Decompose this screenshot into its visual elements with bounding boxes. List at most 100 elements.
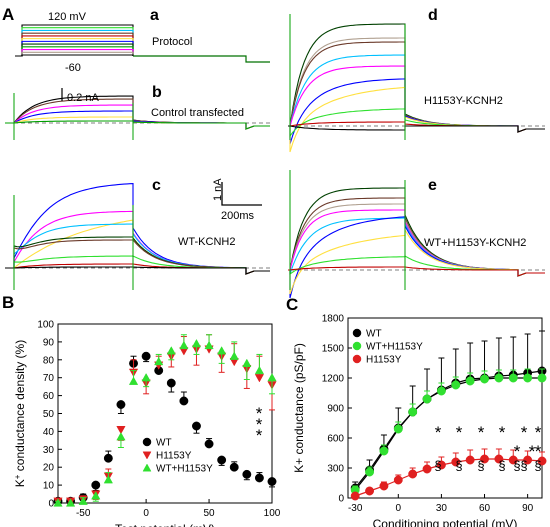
x-tick-label: 100 bbox=[264, 508, 281, 519]
annotation: * bbox=[514, 442, 521, 461]
data-point bbox=[365, 486, 375, 496]
protocol-bottom-label: -60 bbox=[65, 62, 81, 74]
annotation: * bbox=[256, 426, 263, 445]
y-tick-label: 900 bbox=[327, 404, 344, 415]
data-point bbox=[422, 464, 432, 474]
current-trace bbox=[288, 266, 545, 277]
panel-letter-b: b bbox=[152, 84, 162, 101]
current-trace bbox=[5, 263, 270, 275]
data-point bbox=[141, 351, 151, 361]
data-point bbox=[480, 454, 489, 464]
annotation: * bbox=[256, 415, 263, 434]
y-tick-label: 20 bbox=[43, 463, 55, 474]
data-point bbox=[494, 454, 504, 464]
current-trace bbox=[288, 228, 545, 295]
y-tick-label: 80 bbox=[43, 355, 55, 366]
data-point bbox=[393, 424, 403, 434]
data-point bbox=[494, 373, 504, 383]
x-tick-label: 50 bbox=[203, 508, 215, 519]
data-point bbox=[350, 491, 360, 501]
data-point bbox=[154, 356, 164, 366]
data-point bbox=[191, 338, 202, 348]
data-point bbox=[465, 455, 475, 465]
data-point bbox=[254, 473, 264, 483]
series-h1153y bbox=[350, 448, 547, 501]
y-tick-label: 100 bbox=[37, 320, 54, 331]
y-tick-label: 50 bbox=[43, 409, 55, 420]
x-tick-label: -30 bbox=[348, 503, 363, 514]
y-axis-label-part: conductance density (%) bbox=[13, 340, 27, 475]
data-point bbox=[365, 467, 375, 477]
protocol-step bbox=[15, 24, 134, 57]
protocol-top-label: 120 mV bbox=[48, 11, 87, 23]
control-scale-label: 0.2 nA bbox=[67, 92, 99, 104]
current-trace bbox=[288, 255, 545, 277]
data-point bbox=[480, 374, 489, 384]
fit-line bbox=[354, 377, 542, 491]
panel-letter-d: d bbox=[428, 7, 438, 24]
annotation: § bbox=[434, 458, 441, 473]
current-trace bbox=[288, 23, 545, 133]
legend-label: WT+H1153Y bbox=[366, 342, 423, 353]
data-point bbox=[254, 374, 265, 383]
data-point bbox=[523, 373, 533, 383]
protocol-step bbox=[15, 54, 134, 57]
current-trace bbox=[288, 37, 545, 133]
y-tick-label: 60 bbox=[43, 391, 55, 402]
series-wt-h1153y bbox=[350, 368, 547, 495]
x-tick-label: 0 bbox=[396, 503, 402, 514]
current-trace bbox=[288, 125, 545, 133]
series-h1153y bbox=[53, 334, 277, 506]
current-trace bbox=[5, 223, 270, 275]
data-point bbox=[179, 340, 189, 350]
panel-letter-A: A bbox=[2, 5, 14, 24]
data-point bbox=[267, 477, 277, 486]
data-point bbox=[408, 407, 418, 417]
annotation: * bbox=[529, 442, 536, 461]
y-tick-label: 0 bbox=[48, 499, 54, 510]
y-axis-label-part: K+ conductance (pS/pF) bbox=[292, 343, 306, 473]
data-point bbox=[229, 462, 239, 472]
protocol-traces bbox=[15, 24, 270, 63]
data-point bbox=[451, 457, 461, 467]
data-point bbox=[128, 376, 139, 385]
data-point bbox=[53, 498, 63, 507]
wt-title: WT-KCNH2 bbox=[178, 236, 235, 248]
protocol-tail bbox=[133, 55, 270, 63]
series-wt-h1153y bbox=[53, 334, 277, 507]
data-point bbox=[78, 496, 88, 505]
data-point bbox=[352, 341, 362, 351]
data-point bbox=[179, 396, 189, 406]
x-axis-label: Test potential (mV) bbox=[115, 522, 215, 527]
data-point bbox=[523, 455, 533, 465]
data-point bbox=[142, 463, 152, 472]
panel-letter-a: a bbox=[150, 7, 159, 24]
data-point bbox=[116, 432, 126, 441]
legend-label: H1153Y bbox=[156, 451, 192, 462]
panel-letter-C: C bbox=[286, 295, 298, 314]
data-point bbox=[537, 373, 547, 383]
h1153y-traces bbox=[288, 14, 545, 153]
current-trace bbox=[288, 78, 545, 145]
y-tick-label: 40 bbox=[43, 427, 55, 438]
y-tick-label: 90 bbox=[43, 337, 55, 348]
annotation: * bbox=[535, 442, 542, 461]
annotation: * bbox=[521, 423, 528, 442]
x-tick-label: 60 bbox=[479, 503, 491, 514]
wt-h1153y-traces bbox=[288, 170, 545, 299]
data-point bbox=[192, 421, 201, 431]
scale-bar bbox=[221, 182, 262, 206]
data-point bbox=[537, 456, 547, 466]
data-point bbox=[116, 426, 126, 435]
annotation: * bbox=[499, 423, 506, 442]
data-point bbox=[254, 365, 265, 375]
data-point bbox=[422, 394, 432, 404]
legend-label: WT bbox=[156, 438, 172, 449]
data-point bbox=[242, 469, 252, 479]
wt-h1153y-title: WT+H1153Y-KCNH2 bbox=[424, 237, 526, 249]
data-point bbox=[103, 453, 113, 463]
x-tick-label: 30 bbox=[436, 503, 448, 514]
y-tick-label: 0 bbox=[338, 494, 344, 505]
data-point bbox=[142, 437, 152, 447]
